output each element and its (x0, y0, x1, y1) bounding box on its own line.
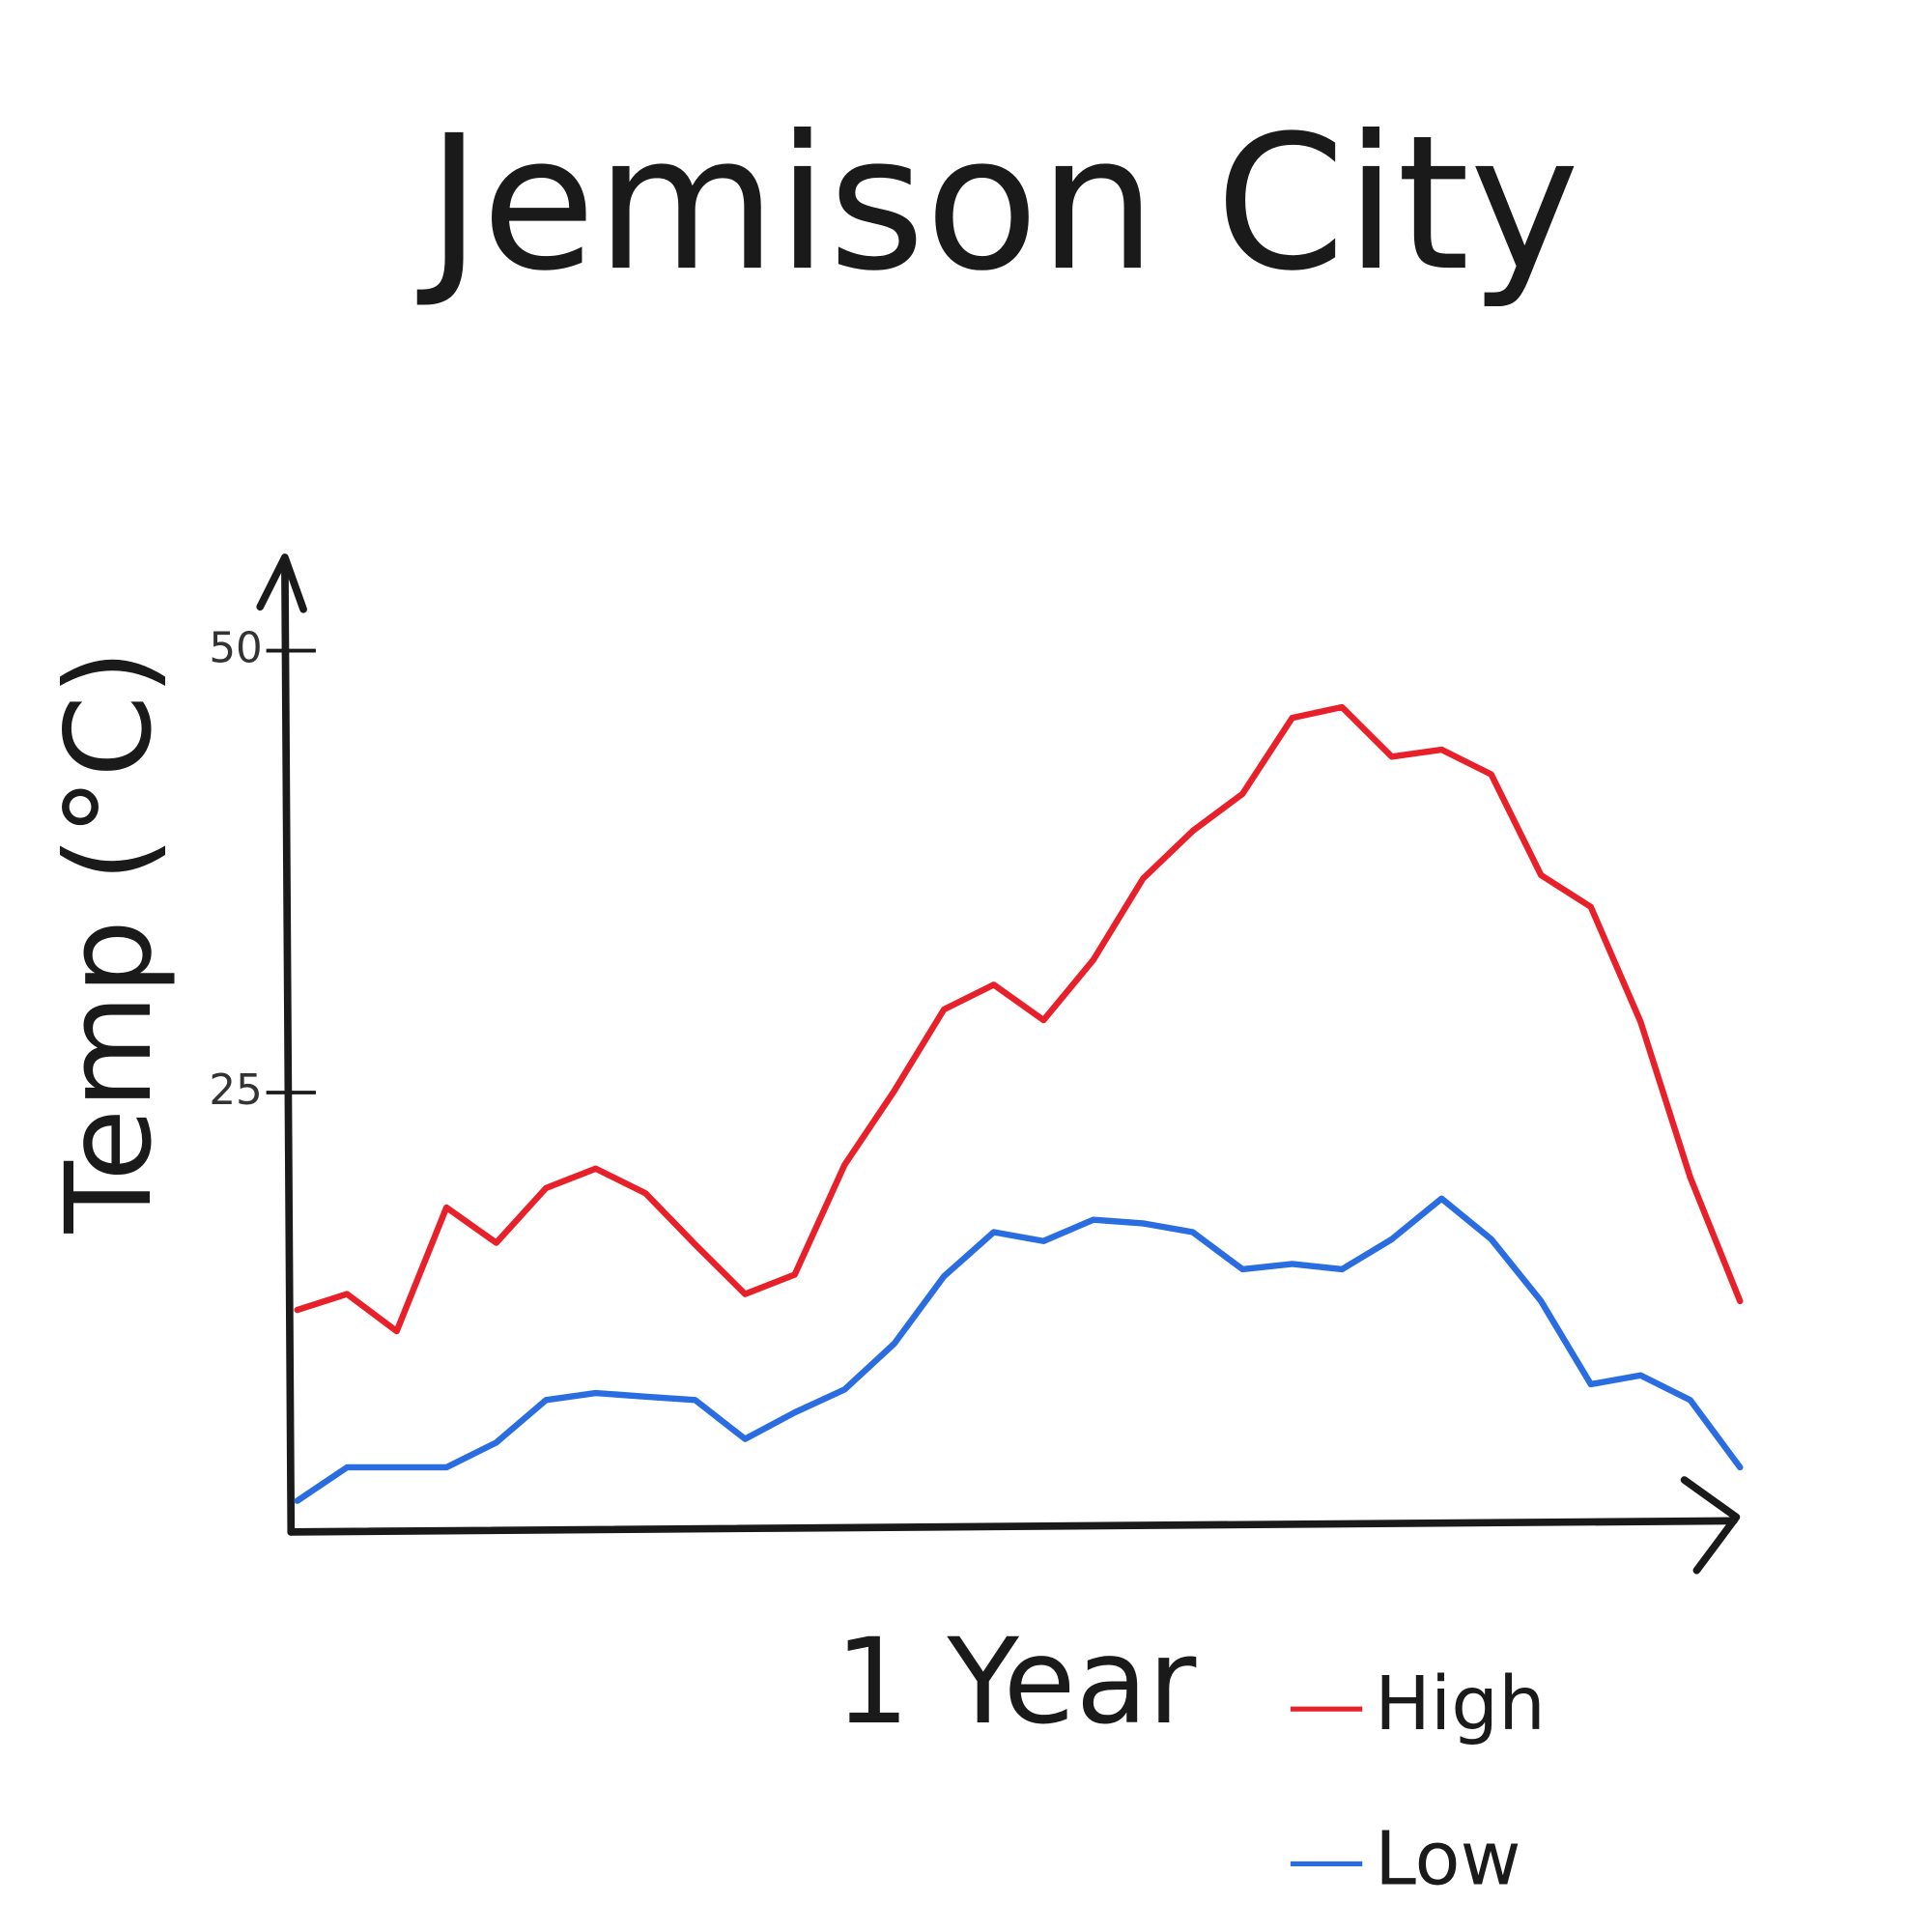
y-tick-label: 50 (209, 625, 262, 673)
y-axis-label: Temp (°C) (41, 649, 178, 1234)
line-high (294, 703, 1744, 1335)
legend-label: Low (1375, 1816, 1520, 1902)
axes (256, 554, 1741, 1575)
legend-label: High (1375, 1662, 1546, 1747)
x-axis-arrow (1680, 1476, 1741, 1575)
y-axis (281, 555, 296, 1536)
y-axis-arrow (256, 554, 307, 613)
y-tick-label: 25 (209, 1066, 262, 1115)
chart-title: Jemison City (417, 97, 1580, 312)
x-axis (287, 1517, 1738, 1536)
line-low (294, 1195, 1744, 1504)
x-axis-label: 1 Year (835, 1613, 1197, 1750)
